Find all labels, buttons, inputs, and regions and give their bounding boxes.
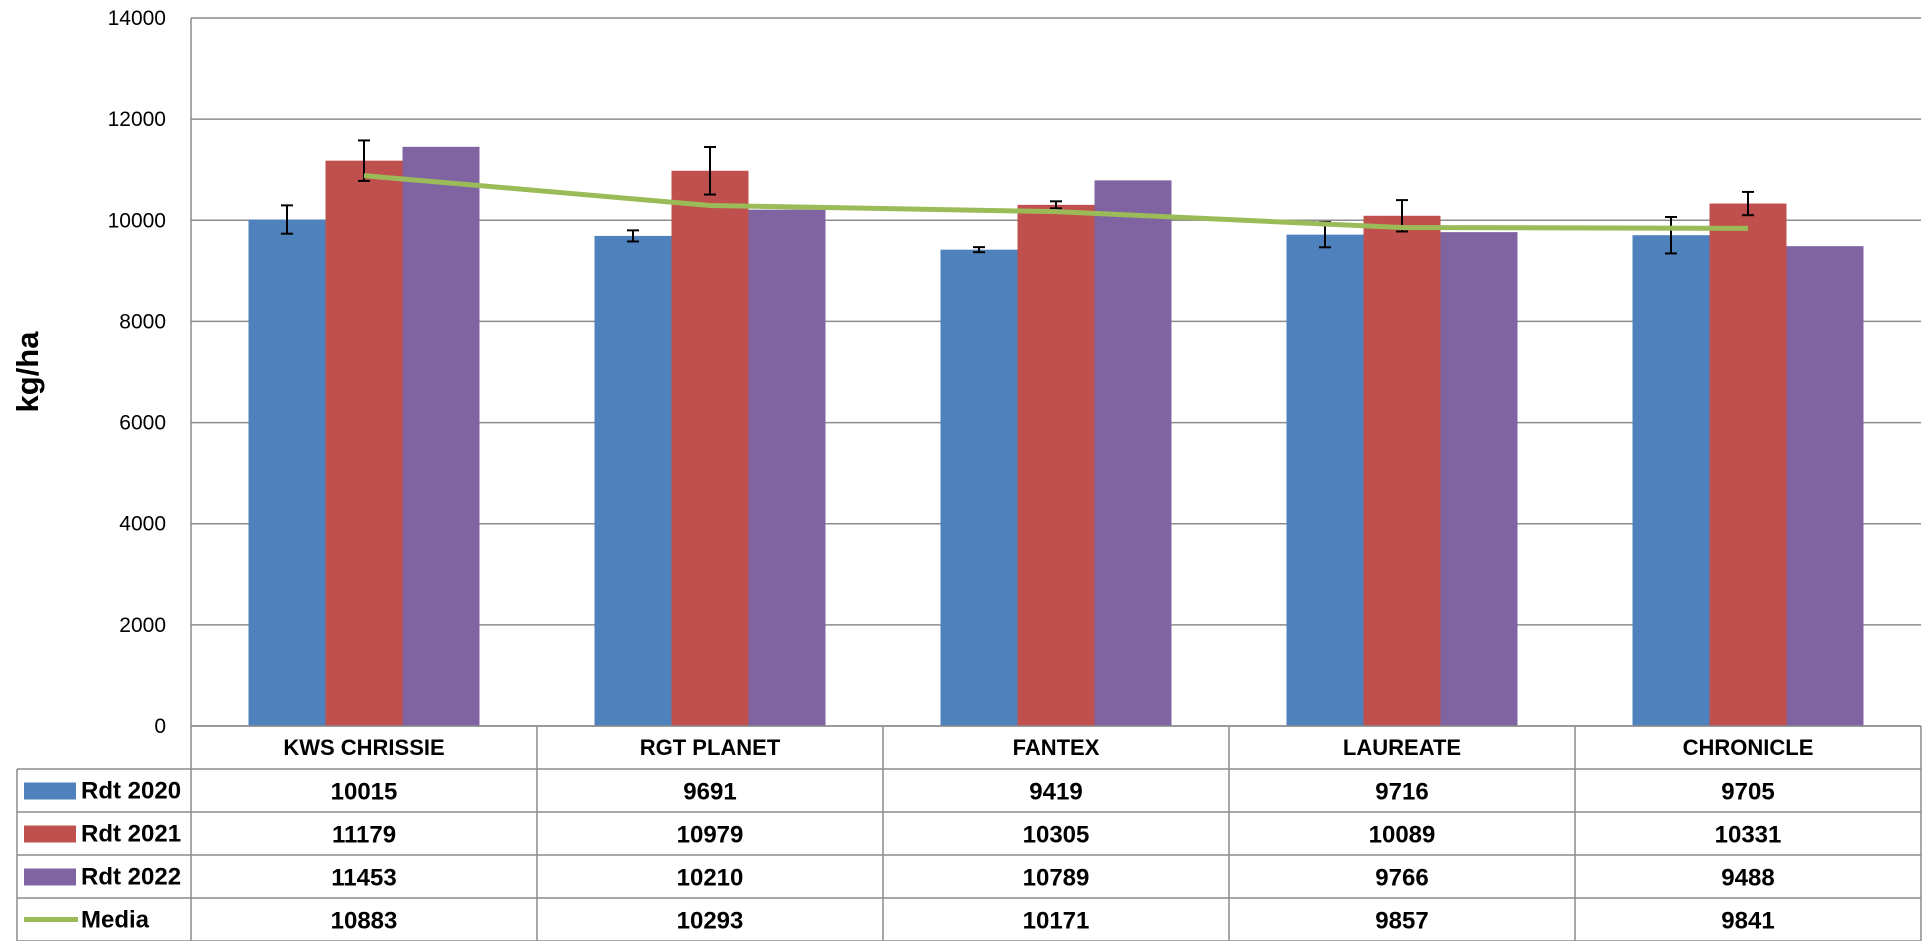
bar-rdt-2020 bbox=[1632, 235, 1710, 726]
bar-rdt-2022 bbox=[1440, 232, 1518, 726]
bar-rdt-2021 bbox=[1363, 215, 1441, 726]
table-cell: 9705 bbox=[1721, 779, 1774, 806]
legend-label: Rdt 2020 bbox=[81, 778, 181, 805]
table-cell: 10210 bbox=[677, 865, 744, 892]
bar-rdt-2020 bbox=[248, 219, 326, 726]
bar-rdt-2021 bbox=[671, 170, 749, 726]
table-cell: 10171 bbox=[1023, 908, 1090, 935]
y-tick-label: 0 bbox=[154, 715, 166, 738]
table-cell: 9691 bbox=[683, 779, 736, 806]
y-tick-label: 10000 bbox=[108, 209, 166, 232]
bar-rdt-2022 bbox=[1786, 246, 1864, 726]
y-tick-label: 4000 bbox=[119, 513, 166, 536]
table-cell: 10979 bbox=[677, 822, 744, 849]
category-label: LAUREATE bbox=[1343, 735, 1461, 760]
table-cell: 10015 bbox=[331, 779, 398, 806]
legend-label: Media bbox=[81, 907, 150, 934]
y-tick-label: 2000 bbox=[119, 614, 166, 637]
table-cell: 10331 bbox=[1715, 822, 1782, 849]
bar-rdt-2020 bbox=[594, 235, 672, 726]
legend-label: Rdt 2021 bbox=[81, 821, 181, 848]
bar-rdt-2021 bbox=[325, 160, 403, 727]
bar-rdt-2022 bbox=[748, 209, 826, 726]
data-table: KWS CHRISSIE RGT PLANET FANTEX LAUREATE CHRO… bbox=[16, 725, 1922, 941]
table-cell: 9716 bbox=[1375, 779, 1428, 806]
y-tick-label: 12000 bbox=[108, 108, 166, 131]
y-tick-label: 8000 bbox=[119, 310, 166, 333]
bars bbox=[248, 146, 1864, 727]
error-bars bbox=[281, 139, 1754, 255]
bar-rdt-2021 bbox=[1709, 203, 1787, 726]
legend-label: Rdt 2022 bbox=[81, 864, 181, 891]
table-cell: 9841 bbox=[1721, 908, 1774, 935]
y-axis-ticks: 0 2000 4000 6000 8000 10000 12000 14000 bbox=[108, 7, 166, 738]
legend-key-rdt-2020 bbox=[24, 782, 76, 800]
bar-rdt-2022 bbox=[1094, 180, 1172, 726]
category-label: CHRONICLE bbox=[1683, 735, 1814, 760]
category-label: RGT PLANET bbox=[640, 735, 781, 760]
table-cell: 9419 bbox=[1029, 779, 1082, 806]
bar-rdt-2022 bbox=[402, 146, 480, 727]
table-cell: 9766 bbox=[1375, 865, 1428, 892]
y-axis-label: kg/ha bbox=[10, 331, 45, 413]
table-cell: 10293 bbox=[677, 908, 744, 935]
table-cell: 11453 bbox=[331, 865, 396, 892]
table-cell: 9488 bbox=[1721, 865, 1774, 892]
bar-rdt-2020 bbox=[940, 249, 1018, 726]
y-tick-label: 6000 bbox=[119, 412, 166, 435]
bar-rdt-2021 bbox=[1017, 204, 1095, 726]
legend-key-rdt-2022 bbox=[24, 868, 76, 886]
table-cell: 10089 bbox=[1369, 822, 1436, 849]
y-tick-label: 14000 bbox=[108, 7, 166, 30]
table-cell: 11179 bbox=[332, 822, 396, 849]
bar-rdt-2020 bbox=[1286, 234, 1364, 726]
table-cell: 10305 bbox=[1023, 822, 1090, 849]
media-line bbox=[363, 173, 1749, 231]
table-cell: 10789 bbox=[1023, 865, 1090, 892]
series-line-media bbox=[363, 173, 1749, 231]
table-cell: 10883 bbox=[331, 908, 398, 935]
table-cell: 9857 bbox=[1375, 908, 1428, 935]
category-label: FANTEX bbox=[1013, 735, 1100, 760]
category-label: KWS CHRISSIE bbox=[283, 735, 444, 760]
legend-key-rdt-2021 bbox=[24, 825, 76, 843]
